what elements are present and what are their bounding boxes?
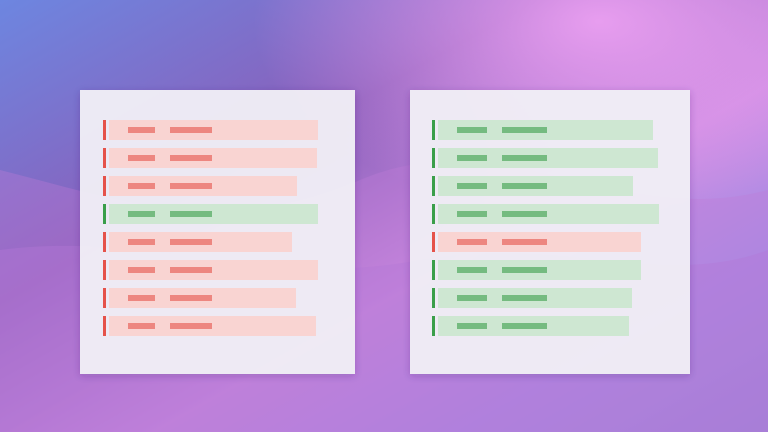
row-dash xyxy=(170,127,212,133)
row-bar xyxy=(109,204,318,224)
row-bar xyxy=(438,148,658,168)
row-dash xyxy=(502,323,547,329)
row-dash xyxy=(170,155,212,161)
row-dash xyxy=(170,211,212,217)
row-dash xyxy=(457,211,487,217)
row-dash xyxy=(502,211,547,217)
row-dash xyxy=(502,239,547,245)
row-dash xyxy=(128,239,155,245)
row-dash xyxy=(128,323,155,329)
row-dash xyxy=(128,183,155,189)
row-marker xyxy=(432,176,435,196)
row-dash xyxy=(502,295,547,301)
row-dash xyxy=(170,323,212,329)
row-dash xyxy=(128,127,155,133)
row-marker xyxy=(103,176,106,196)
row-dash xyxy=(170,239,212,245)
row-marker xyxy=(432,260,435,280)
row-marker xyxy=(103,260,106,280)
row-bar xyxy=(109,120,318,140)
row-marker xyxy=(103,204,106,224)
row-dash xyxy=(457,323,487,329)
row-dash xyxy=(502,127,547,133)
row-dash xyxy=(128,295,155,301)
row-dash xyxy=(457,183,487,189)
row-bar xyxy=(109,260,318,280)
row-marker xyxy=(103,288,106,308)
row-marker xyxy=(432,204,435,224)
row-marker xyxy=(432,288,435,308)
row-dash xyxy=(170,183,212,189)
row-marker xyxy=(432,316,435,336)
row-dash xyxy=(170,295,212,301)
row-dash xyxy=(457,127,487,133)
row-bar xyxy=(438,204,659,224)
row-marker xyxy=(103,148,106,168)
row-bar xyxy=(109,316,316,336)
row-dash xyxy=(457,155,487,161)
row-dash xyxy=(457,267,487,273)
row-dash xyxy=(502,183,547,189)
row-marker xyxy=(103,232,106,252)
row-dash xyxy=(128,267,155,273)
row-dash xyxy=(502,155,547,161)
row-marker xyxy=(432,232,435,252)
row-bar xyxy=(109,148,317,168)
row-marker xyxy=(432,148,435,168)
row-marker xyxy=(432,120,435,140)
row-dash xyxy=(457,295,487,301)
row-dash xyxy=(128,155,155,161)
row-dash xyxy=(457,239,487,245)
row-marker xyxy=(103,316,106,336)
row-dash xyxy=(128,211,155,217)
rows xyxy=(103,120,659,336)
row-dash xyxy=(170,267,212,273)
row-marker xyxy=(103,120,106,140)
row-dash xyxy=(502,267,547,273)
